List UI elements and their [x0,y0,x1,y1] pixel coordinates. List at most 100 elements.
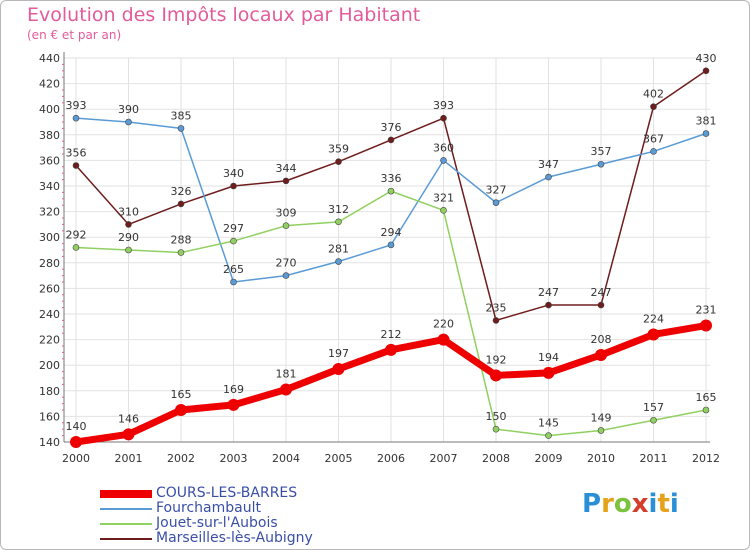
data-label: 157 [643,401,664,414]
data-label: 235 [486,301,507,314]
data-point [545,432,552,439]
data-point [72,244,80,251]
data-label: 357 [591,145,612,158]
data-point [650,416,657,424]
legend-label: COURS-LES-BARRES [156,485,298,501]
x-tick-label: 2008 [482,452,510,465]
proxiti-logo: Proxiti [582,489,679,519]
data-label: 165 [696,391,717,404]
x-tick-label: 2006 [377,452,405,465]
data-point [227,398,240,411]
data-point [282,177,290,185]
data-label: 360 [433,141,454,154]
data-point [177,125,185,132]
data-label: 145 [538,417,559,430]
data-point [440,207,447,214]
legend-label: Jouet-sur-l'Aubois [156,515,278,531]
y-tick-label: 320 [39,206,60,219]
data-point [597,301,605,309]
data-point [702,406,710,414]
data-point [335,258,342,265]
logo-letter: o [613,489,632,519]
legend-swatch [100,490,152,498]
data-label: 393 [433,99,454,112]
data-point [282,272,290,279]
y-tick-label: 240 [39,308,60,321]
data-point [70,436,82,448]
data-point [280,383,292,396]
data-label: 288 [171,234,192,247]
data-label: 376 [381,121,402,134]
x-tick-label: 2012 [692,452,720,465]
data-point [490,369,502,382]
data-point [125,221,132,228]
data-point [702,67,710,75]
data-point [387,241,395,249]
x-tick-label: 2002 [167,452,195,465]
x-tick-label: 2011 [640,452,668,465]
data-label: 297 [223,222,244,235]
data-point [650,148,657,155]
data-label: 312 [328,203,349,216]
data-point [230,182,237,190]
data-point [125,118,132,126]
data-label: 192 [486,353,507,366]
data-point [650,103,657,110]
legend-swatch [100,523,152,525]
data-point [230,278,237,286]
data-point [332,363,345,376]
data-label: 321 [433,191,454,204]
logo-letter: i [669,489,679,519]
data-point [440,157,447,164]
y-tick-label: 340 [39,180,60,193]
data-label: 292 [66,228,87,241]
x-tick-label: 2005 [325,452,353,465]
y-tick-label: 260 [39,282,60,295]
x-tick-label: 2004 [272,452,300,465]
data-label: 385 [171,109,192,122]
data-point [700,319,712,332]
data-point [702,130,710,137]
data-label: 393 [66,99,87,112]
data-point [440,114,447,122]
data-label: 336 [381,172,402,185]
data-point [385,343,397,356]
y-tick-label: 180 [39,385,60,398]
data-label: 290 [118,231,139,244]
data-point [545,301,552,309]
data-label: 224 [643,312,664,325]
x-tick-label: 2000 [62,452,90,465]
logo-letter: t [657,489,670,519]
y-tick-label: 300 [39,231,60,244]
data-point [125,246,132,254]
data-label: 140 [66,420,87,433]
logo-letter: x [631,489,649,519]
data-label: 149 [591,411,612,424]
x-tick-label: 2009 [535,452,563,465]
data-label: 265 [223,263,244,276]
data-label: 150 [486,410,507,423]
data-point [492,425,500,433]
legend-label: Marseilles-lès-Aubigny [156,530,313,546]
data-label: 247 [591,286,612,299]
data-label: 247 [538,286,559,299]
data-label: 390 [118,103,139,116]
x-tick-label: 2007 [430,452,458,465]
y-tick-label: 380 [39,129,60,142]
data-point [230,237,237,245]
logo-letter: r [601,489,614,519]
data-label: 326 [171,185,192,198]
data-label: 212 [381,328,402,341]
data-label: 231 [696,304,717,317]
y-tick-label: 280 [39,257,60,270]
data-point [492,317,500,324]
data-label: 197 [328,347,349,360]
data-point [387,136,395,144]
data-label: 344 [276,162,297,175]
data-point [545,173,552,181]
data-label: 309 [276,207,297,220]
data-point [595,348,607,361]
data-label: 310 [118,205,139,218]
data-point [177,249,185,256]
